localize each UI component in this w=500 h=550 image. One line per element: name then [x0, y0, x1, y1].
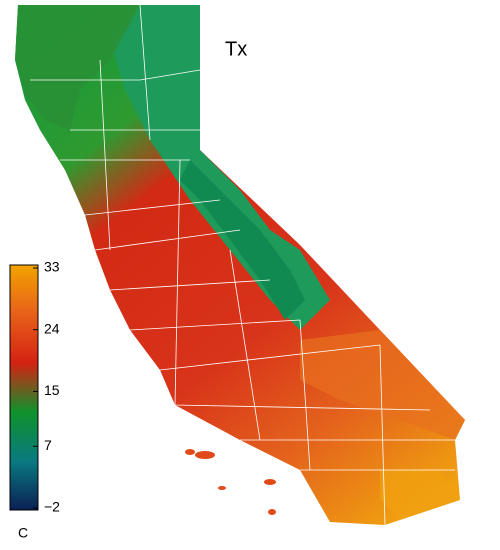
colorbar-tick-label: −2: [44, 499, 60, 515]
state: [15, 4, 465, 526]
colorbar-tick-label: 24: [44, 320, 60, 336]
colorbar-unit: C: [18, 525, 28, 541]
county-lines: [30, 4, 460, 526]
island: [218, 486, 226, 490]
northwest-green: [15, 5, 140, 130]
island: [264, 479, 276, 485]
map-title: Tx: [225, 38, 247, 60]
sierra-green: [180, 160, 305, 320]
islands: [185, 449, 276, 515]
island: [185, 449, 195, 455]
northeast-green: [110, 5, 330, 330]
colorbar-tick-label: 33: [44, 259, 60, 275]
colorbar: [9, 264, 39, 511]
colorbar-tick-label: 15: [44, 382, 60, 398]
island: [195, 451, 215, 459]
island: [268, 509, 276, 515]
colorbar-tick-label: 7: [44, 437, 52, 453]
desert-orange: [300, 330, 465, 440]
desert-gold: [380, 470, 455, 520]
